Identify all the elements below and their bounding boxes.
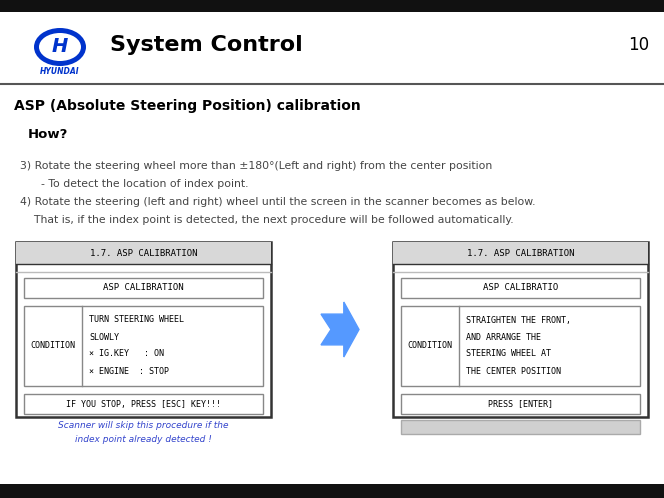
Text: Scanner will skip this procedure if the: Scanner will skip this procedure if the xyxy=(58,421,229,430)
Text: How?: How? xyxy=(28,127,68,140)
Bar xyxy=(24,394,263,414)
Ellipse shape xyxy=(39,33,81,61)
Bar xyxy=(401,420,640,434)
Bar xyxy=(24,306,263,386)
Bar xyxy=(401,306,640,386)
Text: That is, if the index point is detected, the next procedure will be followed aut: That is, if the index point is detected,… xyxy=(20,215,514,225)
Text: IF YOU STOP, PRESS [ESC] KEY!!!: IF YOU STOP, PRESS [ESC] KEY!!! xyxy=(66,399,221,408)
Text: 10: 10 xyxy=(628,36,649,54)
Text: 3) Rotate the steering wheel more than ±180°(Left and right) from the center pos: 3) Rotate the steering wheel more than ±… xyxy=(20,161,492,171)
Text: System Control: System Control xyxy=(110,35,303,55)
Text: ASP CALIBRATIO: ASP CALIBRATIO xyxy=(483,283,558,292)
Bar xyxy=(393,242,648,417)
Text: HYUNDAI: HYUNDAI xyxy=(41,67,80,76)
Text: 1.7. ASP CALIBRATION: 1.7. ASP CALIBRATION xyxy=(467,249,574,257)
Bar xyxy=(401,278,640,298)
Bar xyxy=(0,484,664,498)
Text: ASP (Absolute Steering Position) calibration: ASP (Absolute Steering Position) calibra… xyxy=(14,99,361,113)
Text: 4) Rotate the steering (left and right) wheel until the screen in the scanner be: 4) Rotate the steering (left and right) … xyxy=(20,197,535,207)
Bar xyxy=(24,278,263,298)
Bar xyxy=(16,242,271,264)
Text: TURN STEERING WHEEL: TURN STEERING WHEEL xyxy=(89,316,184,325)
Text: ASP CALIBRATION: ASP CALIBRATION xyxy=(103,283,184,292)
Polygon shape xyxy=(321,302,359,357)
Text: 1.7. ASP CALIBRATION: 1.7. ASP CALIBRATION xyxy=(90,249,197,257)
Text: CONDITION: CONDITION xyxy=(408,342,452,351)
Text: - To detect the location of index point.: - To detect the location of index point. xyxy=(20,179,248,189)
Bar xyxy=(393,242,648,264)
Text: H: H xyxy=(52,36,68,55)
Bar xyxy=(0,0,664,12)
Text: AND ARRANGE THE: AND ARRANGE THE xyxy=(466,333,541,342)
Text: × IG.KEY   : ON: × IG.KEY : ON xyxy=(89,350,164,359)
Text: SLOWLY: SLOWLY xyxy=(89,333,119,342)
Bar xyxy=(401,394,640,414)
Text: THE CENTER POSITION: THE CENTER POSITION xyxy=(466,367,561,375)
Text: CONDITION: CONDITION xyxy=(31,342,76,351)
Ellipse shape xyxy=(34,28,86,66)
Text: × ENGINE  : STOP: × ENGINE : STOP xyxy=(89,367,169,375)
Text: index point already detected !: index point already detected ! xyxy=(75,434,212,444)
Text: PRESS [ENTER]: PRESS [ENTER] xyxy=(488,399,553,408)
Text: STRAIGHTEN THE FRONT,: STRAIGHTEN THE FRONT, xyxy=(466,316,571,325)
Text: STEERING WHEEL AT: STEERING WHEEL AT xyxy=(466,350,551,359)
Bar xyxy=(16,242,271,417)
